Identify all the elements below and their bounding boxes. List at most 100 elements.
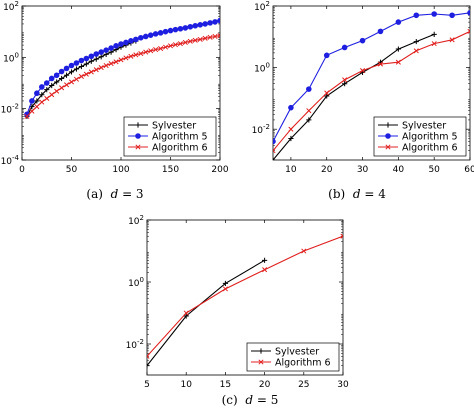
data-point-algorithm-5 — [182, 25, 189, 31]
data-point-algorithm-5 — [73, 60, 80, 66]
data-point-algorithm-5 — [395, 19, 402, 25]
x-tick-label: 100 — [112, 165, 129, 175]
data-point-algorithm-6 — [147, 353, 150, 359]
data-point-algorithm-5 — [138, 34, 144, 41]
series-line-algorithm-6 — [147, 235, 343, 357]
data-point-algorithm-5 — [34, 90, 40, 97]
data-point-sylvester — [431, 31, 437, 37]
data-point-sylvester — [342, 81, 348, 87]
data-point-sylvester — [183, 313, 189, 319]
data-point-algorithm-5 — [273, 138, 276, 145]
x-tick-label: 40 — [393, 165, 405, 175]
data-point-algorithm-6 — [49, 92, 55, 98]
legend-label: Algorithm 5 — [402, 132, 458, 143]
data-point-sylvester — [413, 38, 419, 45]
data-point-sylvester — [98, 54, 104, 60]
data-point-algorithm-6 — [54, 88, 60, 94]
data-point-sylvester — [324, 93, 330, 99]
y-tick-label: 100 — [254, 62, 270, 75]
x-tick-label: 50 — [66, 165, 78, 175]
legend-label: Algorithm 5 — [152, 132, 208, 143]
data-point-algorithm-5 — [147, 32, 154, 38]
y-tick-label: 10-2 — [252, 123, 270, 136]
legend-marker — [135, 133, 141, 139]
data-point-sylvester — [147, 363, 150, 369]
data-point-sylvester — [73, 66, 80, 72]
legend-label: Algorithm 6 — [152, 143, 208, 154]
data-point-algorithm-6 — [217, 33, 220, 39]
series-group — [273, 10, 470, 160]
data-point-algorithm-5 — [187, 23, 194, 30]
data-point-algorithm-6 — [202, 35, 208, 41]
data-point-algorithm-5 — [288, 104, 294, 111]
data-point-algorithm-5 — [217, 17, 220, 24]
data-point-algorithm-6 — [98, 64, 104, 71]
data-point-algorithm-6 — [395, 59, 401, 65]
series-line-algorithm-6 — [273, 30, 470, 152]
chart-panel-2: 5 10 15 20 25 30 10-2 100 102 SylvesterAlgorithm … — [126, 214, 349, 390]
data-point-algorithm-5 — [43, 80, 50, 86]
data-point-algorithm-5 — [306, 86, 312, 92]
x-tick-label: 0 — [19, 165, 25, 175]
data-point-algorithm-5 — [413, 12, 420, 19]
data-point-algorithm-5 — [118, 41, 124, 47]
legend-label: Sylvester — [275, 347, 319, 358]
series-line-algorithm-5 — [273, 12, 470, 142]
data-point-sylvester — [78, 63, 84, 70]
chart-panel-1: 10 20 30 40 50 6010-2100102SylvesterAlgorithm… — [252, 0, 474, 175]
data-point-sylvester — [49, 82, 55, 89]
chart-panel-0: 0 50 100 150 20010-410-2100102SylvesterAlgor… — [1, 0, 229, 175]
data-point-algorithm-6 — [103, 62, 109, 69]
data-point-algorithm-5 — [108, 45, 114, 51]
data-point-sylvester — [68, 69, 75, 75]
x-tick-label: 10 — [180, 380, 192, 390]
data-point-algorithm-6 — [306, 108, 312, 114]
data-point-sylvester — [93, 56, 99, 62]
x-tick-label: 25 — [298, 380, 309, 390]
data-point-algorithm-6 — [24, 113, 30, 119]
data-point-algorithm-5 — [113, 43, 119, 49]
data-point-algorithm-6 — [29, 108, 35, 114]
legend-marker — [258, 348, 264, 354]
data-point-algorithm-5 — [431, 11, 437, 17]
data-point-sylvester — [34, 98, 40, 104]
data-point-algorithm-6 — [273, 148, 276, 154]
x-tick-label: 150 — [162, 165, 179, 175]
data-point-algorithm-6 — [93, 67, 99, 73]
data-point-sylvester — [288, 135, 294, 142]
data-point-sylvester — [306, 117, 312, 123]
data-point-algorithm-6 — [212, 33, 218, 40]
data-point-algorithm-6 — [340, 233, 343, 239]
y-tick-label: 10-2 — [1, 103, 19, 116]
data-point-algorithm-6 — [133, 52, 139, 58]
data-point-algorithm-5 — [202, 21, 208, 27]
data-point-algorithm-5 — [63, 65, 70, 72]
data-point-algorithm-6 — [413, 48, 419, 54]
data-point-sylvester — [63, 72, 70, 78]
data-point-algorithm-6 — [167, 43, 174, 49]
data-point-algorithm-6 — [143, 49, 149, 55]
data-point-algorithm-6 — [148, 48, 154, 54]
x-tick-label: 15 — [220, 380, 231, 390]
data-point-algorithm-6 — [187, 38, 193, 44]
data-point-algorithm-6 — [207, 34, 213, 40]
data-point-algorithm-5 — [58, 68, 65, 75]
data-point-algorithm-6 — [172, 42, 179, 48]
data-point-algorithm-6 — [262, 267, 268, 273]
data-point-algorithm-6 — [39, 99, 45, 105]
data-point-algorithm-6 — [183, 310, 189, 316]
legend-label: Algorithm 6 — [275, 358, 331, 369]
data-point-algorithm-5 — [192, 22, 199, 29]
legend-box — [246, 342, 340, 372]
data-point-algorithm-5 — [78, 57, 85, 64]
data-point-algorithm-5 — [449, 12, 455, 19]
caption-panel-b: (b) d = 4 — [328, 187, 386, 201]
data-point-sylvester — [222, 280, 228, 287]
data-point-sylvester — [262, 257, 268, 263]
data-point-algorithm-5 — [88, 53, 95, 60]
data-point-algorithm-6 — [467, 28, 470, 34]
data-point-algorithm-5 — [142, 33, 149, 40]
